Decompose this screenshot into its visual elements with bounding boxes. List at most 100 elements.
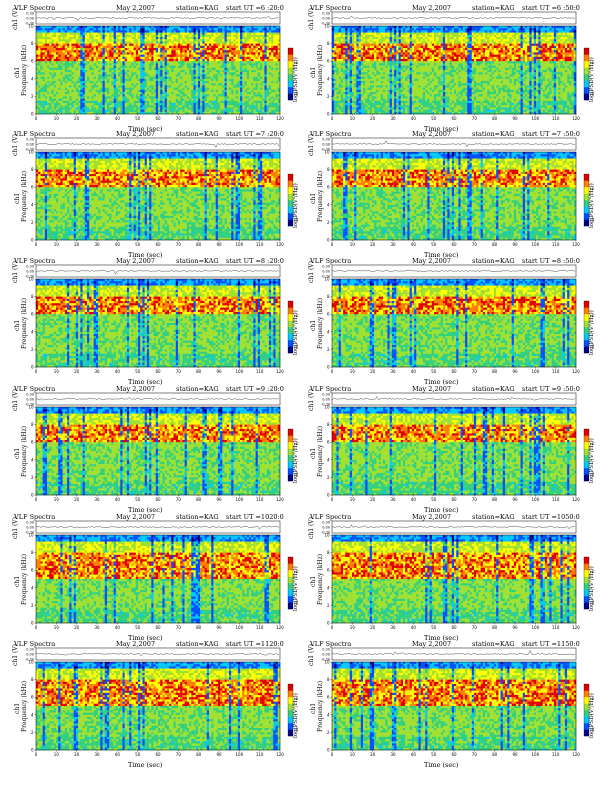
strip-ytick: 0.30 <box>26 12 34 16</box>
xtick-label: 90 <box>216 497 222 502</box>
ytick-label: 4 <box>31 712 34 717</box>
panel-start-ut: start UT =6 :20:0 <box>226 4 284 12</box>
xtick-label: 100 <box>236 369 244 374</box>
colorbar-segment <box>288 301 293 308</box>
xtick-label: 20 <box>370 116 376 121</box>
strip-ytick: -0.30 <box>321 275 330 279</box>
xtick-label: 80 <box>196 242 202 247</box>
xtick-label: 50 <box>431 242 437 247</box>
ytick-label: 10 <box>28 660 34 665</box>
xlabel-time: Time (sec) <box>424 378 458 386</box>
waveform-strip <box>331 520 577 534</box>
xtick-label: 100 <box>532 116 540 121</box>
xtick-label: 120 <box>572 752 580 757</box>
colorbar-segment <box>288 93 293 101</box>
colorbar-segment <box>584 729 589 737</box>
colorbar-segment <box>288 461 293 469</box>
xtick-label: 110 <box>552 752 560 757</box>
panel-date: May 2,2007 <box>116 513 155 521</box>
xlabel-time: Time (sec) <box>128 634 162 642</box>
strip-ytick: 0.00 <box>322 398 330 402</box>
colorbar-tick: -4 <box>295 61 299 65</box>
colorbar-segment <box>584 596 589 603</box>
panel-date: May 2,2007 <box>412 4 451 12</box>
panel-start-ut: start UT =6 :50:0 <box>522 4 580 12</box>
colorbar-segment <box>288 723 293 730</box>
xlabel-time: Time (sec) <box>128 251 162 259</box>
xtick-label: 60 <box>155 497 161 502</box>
xtick-label: 60 <box>155 369 161 374</box>
panel-title: VLF Spectra <box>14 257 55 265</box>
ytick-label: 6 <box>31 59 34 64</box>
waveform-line <box>35 143 280 148</box>
colorbar-segment <box>584 703 589 711</box>
panel-title: VLF Spectra <box>14 640 55 648</box>
xtick-label: 120 <box>572 116 580 121</box>
colorbar-segment <box>288 213 293 220</box>
spectrogram-image <box>36 535 281 624</box>
colorbar-segment <box>584 327 589 334</box>
xtick-label: 20 <box>370 752 376 757</box>
waveform-line <box>331 15 576 19</box>
panel-date: May 2,2007 <box>412 513 451 521</box>
ytick-label: 6 <box>327 440 330 445</box>
xtick-label: 40 <box>411 625 417 630</box>
panel-station: station=KAG <box>472 640 515 648</box>
colorbar-segment <box>584 206 589 214</box>
xtick-label: 30 <box>94 369 100 374</box>
ytick-label: 8 <box>31 422 34 427</box>
strip-ytick: 0.30 <box>26 393 34 397</box>
spectrogram-image <box>332 152 577 241</box>
panel-date: May 2,2007 <box>116 640 155 648</box>
xlabel-time: Time (sec) <box>128 506 162 514</box>
panel-title: VLF Spectra <box>14 130 55 138</box>
ytick-label: 6 <box>31 695 34 700</box>
waveform-line <box>331 650 576 655</box>
ytick-label: 0 <box>31 748 34 753</box>
colorbar-segment <box>584 563 589 571</box>
xtick-label: 0 <box>331 242 334 247</box>
colorbar-tick: -6 <box>591 600 595 604</box>
ytick-label: 2 <box>31 94 34 99</box>
strip-ytick: -0.30 <box>321 148 330 152</box>
colorbar-segment <box>584 468 589 475</box>
xtick-label: 120 <box>572 242 580 247</box>
strip-ytick: -0.30 <box>321 22 330 26</box>
spectrogram-panel: VLF Spectra May 2,2007 station=KAG start UT… <box>12 4 314 134</box>
panel-station: station=KAG <box>472 385 515 393</box>
panel-start-ut: start UT =1120:0 <box>226 640 284 648</box>
waveform-line <box>331 524 576 530</box>
spectrogram-image <box>36 26 281 115</box>
ytick-label: 0 <box>31 493 34 498</box>
colorbar-segment <box>288 448 293 456</box>
colorbar <box>287 300 294 354</box>
xtick-label: 30 <box>94 497 100 502</box>
colorbar-segment <box>288 48 293 55</box>
colorbar-tick: -4 <box>295 570 299 574</box>
spectrogram-image <box>332 662 577 751</box>
ytick-label: 4 <box>31 329 34 334</box>
ytick-label: 2 <box>31 603 34 608</box>
colorbar-segment <box>288 314 293 321</box>
colorbar <box>583 428 590 482</box>
panel-title: VLF Spectra <box>14 385 55 393</box>
spectrogram-panel: VLF Spectra May 2,2007 station=KAG start UT… <box>12 385 314 515</box>
spectrogram-panel: VLF Spectra May 2,2007 station=KAG start UT… <box>12 130 314 260</box>
spectrogram-image <box>36 279 281 368</box>
colorbar-segment <box>584 589 589 597</box>
ytick-label: 0 <box>327 365 330 370</box>
waveform-strip <box>35 137 281 151</box>
strip-ytick: -0.30 <box>25 531 34 535</box>
xtick-label: 40 <box>411 242 417 247</box>
panel-station: station=KAG <box>472 513 515 521</box>
ytick-label: 2 <box>31 475 34 480</box>
xtick-label: 90 <box>512 497 518 502</box>
panel-station: station=KAG <box>176 130 219 138</box>
ytick-label: 8 <box>327 167 330 172</box>
panel-date: May 2,2007 <box>116 385 155 393</box>
